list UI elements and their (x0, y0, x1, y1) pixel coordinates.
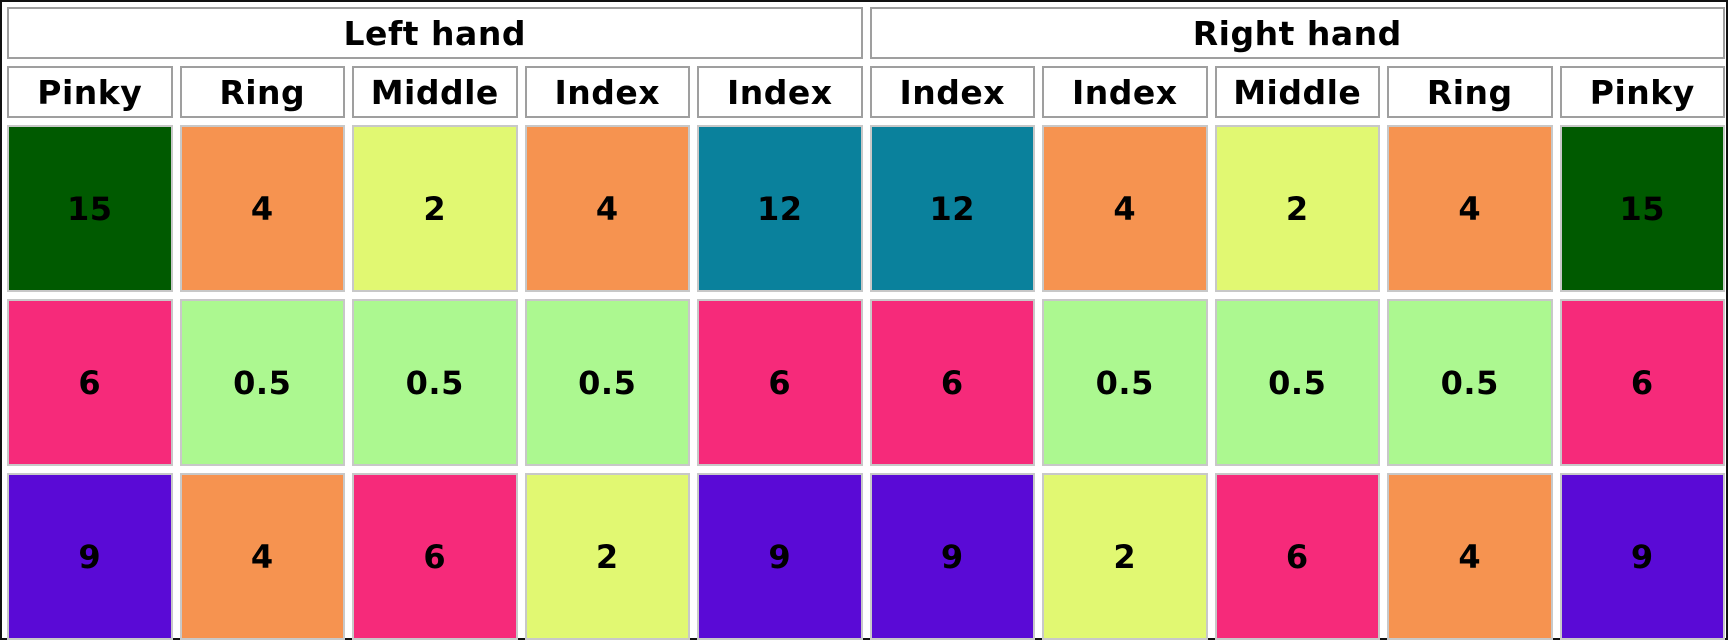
row-3-right-inner-index-value: 9 (869, 473, 1035, 640)
row-3-left-ring-value: 4 (179, 473, 345, 640)
row-3-left-middle-value: 6 (352, 473, 518, 640)
row-1-right-pinky-value: 15 (1559, 125, 1725, 292)
row-2-left-inner-index-value: 6 (697, 299, 863, 466)
row-3-left-index-value: 2 (524, 473, 690, 640)
row-3-right-pinky-value: 9 (1559, 473, 1725, 640)
right-ring-header: Ring (1387, 66, 1553, 118)
right-pinky-header: Pinky (1559, 66, 1725, 118)
row-2-right-middle-value: 0.5 (1214, 299, 1380, 466)
row-1-left-inner-index-value: 12 (697, 125, 863, 292)
left-inner-index-header: Index (697, 66, 863, 118)
finger-value-grid: Left hand Right hand Pinky Ring Middle I… (7, 7, 1725, 640)
right-inner-index-header: Index (869, 66, 1035, 118)
row-2-left-index-value: 0.5 (524, 299, 690, 466)
row-2-left-middle-value: 0.5 (352, 299, 518, 466)
left-index-header: Index (524, 66, 690, 118)
row-2-right-index-value: 0.5 (1042, 299, 1208, 466)
left-middle-header: Middle (352, 66, 518, 118)
row-2-right-inner-index-value: 6 (869, 299, 1035, 466)
right-middle-header: Middle (1214, 66, 1380, 118)
row-1-right-index-value: 4 (1042, 125, 1208, 292)
row-1-right-middle-value: 2 (1214, 125, 1380, 292)
row-1-left-ring-value: 4 (179, 125, 345, 292)
left-pinky-header: Pinky (7, 66, 173, 118)
left-ring-header: Ring (179, 66, 345, 118)
row-1-left-index-value: 4 (524, 125, 690, 292)
row-1-left-pinky-value: 15 (7, 125, 173, 292)
right-index-header: Index (1042, 66, 1208, 118)
row-1-right-inner-index-value: 12 (869, 125, 1035, 292)
row-2-right-ring-value: 0.5 (1387, 299, 1553, 466)
row-1-left-middle-value: 2 (352, 125, 518, 292)
row-3-right-ring-value: 4 (1387, 473, 1553, 640)
row-3-right-index-value: 2 (1042, 473, 1208, 640)
row-2-right-pinky-value: 6 (1559, 299, 1725, 466)
row-3-right-middle-value: 6 (1214, 473, 1380, 640)
left-hand-header: Left hand (7, 7, 863, 59)
row-2-left-ring-value: 0.5 (179, 299, 345, 466)
right-hand-header: Right hand (869, 7, 1725, 59)
row-1-right-ring-value: 4 (1387, 125, 1553, 292)
row-3-left-pinky-value: 9 (7, 473, 173, 640)
row-2-left-pinky-value: 6 (7, 299, 173, 466)
row-3-left-inner-index-value: 9 (697, 473, 863, 640)
